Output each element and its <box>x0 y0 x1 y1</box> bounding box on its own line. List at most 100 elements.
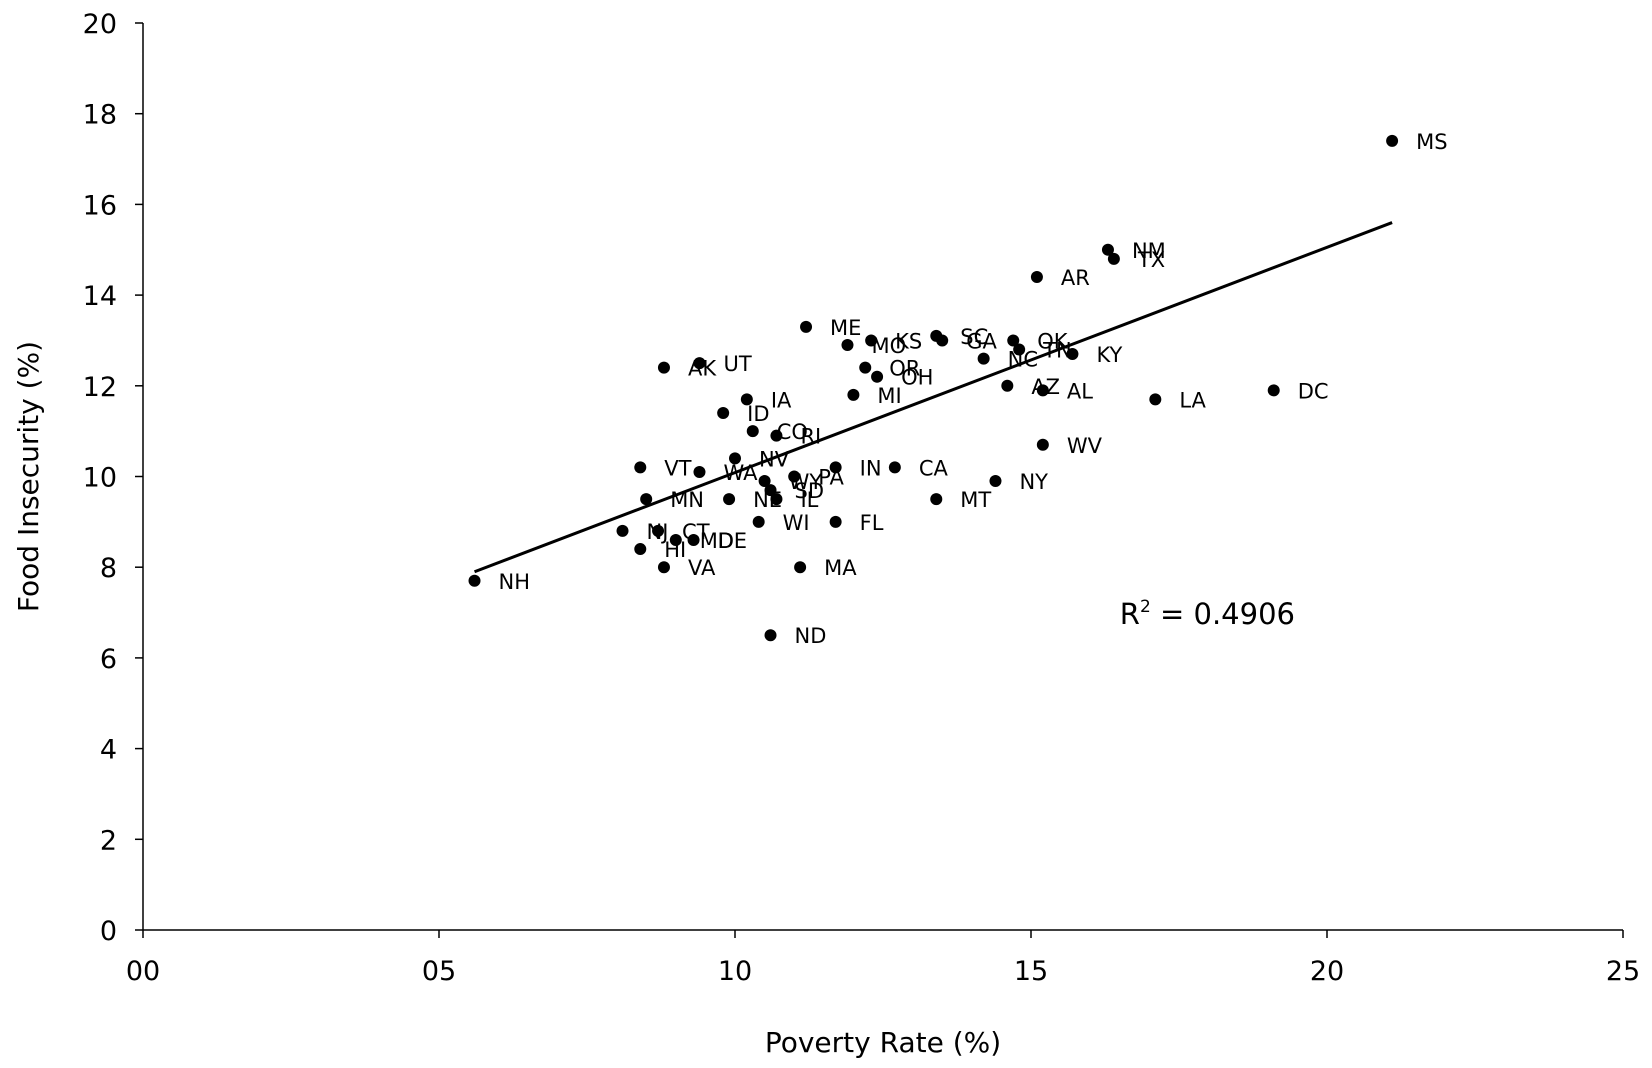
data-label-fl: FL <box>860 511 884 535</box>
data-label-al: AL <box>1067 379 1093 403</box>
x-tick-label: 15 <box>1014 956 1048 987</box>
x-tick-label: 25 <box>1606 956 1640 987</box>
y-tick-label: 14 <box>83 281 117 312</box>
x-axis-title: Poverty Rate (%) <box>765 1026 1001 1059</box>
data-point-va <box>657 561 670 574</box>
data-label-in: IN <box>860 456 882 480</box>
data-label-vt: VT <box>664 456 691 480</box>
data-label-nd: ND <box>795 624 827 648</box>
data-label-mt: MT <box>960 488 991 512</box>
data-point-in <box>829 461 842 474</box>
data-label-az: AZ <box>1031 375 1060 399</box>
r-squared-superscript: 2 <box>1140 597 1151 617</box>
data-point-ok <box>1007 334 1020 347</box>
data-point-al <box>1036 384 1049 397</box>
data-point-mi <box>847 388 860 401</box>
data-label-la: LA <box>1179 388 1206 412</box>
data-point-nm <box>1101 243 1114 256</box>
x-tick-label: 05 <box>422 956 456 987</box>
data-label-nc: NC <box>1008 348 1038 372</box>
data-label-il: IL <box>800 488 818 512</box>
y-axis-ticks: 0 2 4 6 8 10 12 14 16 18 20 <box>83 9 143 947</box>
data-point-wa <box>693 465 706 478</box>
data-label-mi: MI <box>877 384 901 408</box>
data-label-sd: SD <box>795 479 825 503</box>
data-label-wy: WY <box>789 470 823 494</box>
y-tick-label: 4 <box>100 735 117 766</box>
data-label-hi: HI <box>664 538 686 562</box>
data-point-az <box>1001 379 1014 392</box>
data-point-ak <box>657 361 670 374</box>
y-tick-label: 20 <box>83 9 117 40</box>
y-tick-label: 6 <box>100 644 117 675</box>
data-point-il <box>770 493 783 506</box>
data-point-ky <box>1066 348 1079 361</box>
data-label-me: ME <box>830 316 861 340</box>
x-tick-label: 00 <box>126 956 160 987</box>
data-point-ri <box>770 429 783 442</box>
data-label-ok: OK <box>1037 329 1069 353</box>
data-point-ne <box>723 493 736 506</box>
data-point-tx <box>1107 252 1120 265</box>
data-label-mn: MN <box>670 488 704 512</box>
data-point-ca <box>888 461 901 474</box>
data-label-ny: NY <box>1019 470 1048 494</box>
data-point-ny <box>989 475 1002 488</box>
data-label-tx: TX <box>1137 248 1165 272</box>
trend-line <box>473 221 1393 574</box>
data-point-nh <box>468 574 481 587</box>
y-tick-label: 12 <box>83 372 117 403</box>
r-squared-prefix: R <box>1120 597 1140 631</box>
data-label-ri: RI <box>800 425 821 449</box>
data-label-ms: MS <box>1416 130 1447 154</box>
data-label-wi: WI <box>783 511 810 535</box>
data-point-hi <box>634 543 647 556</box>
y-tick-label: 0 <box>100 916 117 947</box>
data-label-dc: DC <box>1298 379 1329 403</box>
data-label-nm: NM <box>1132 239 1166 263</box>
data-label-oh: OH <box>901 366 933 390</box>
data-point-pa <box>788 470 801 483</box>
data-point-wi <box>752 515 765 528</box>
data-label-or: OR <box>889 357 920 381</box>
data-point-me <box>800 320 813 333</box>
data-label-mo: MO <box>871 334 906 358</box>
y-tick-label: 10 <box>83 463 117 494</box>
data-point-co <box>746 425 759 438</box>
y-tick-label: 8 <box>100 553 117 584</box>
data-point-sd <box>764 484 777 497</box>
data-point-ga <box>936 334 949 347</box>
data-label-md: MD <box>700 529 734 553</box>
data-label-va: VA <box>688 556 716 580</box>
r-squared-value: = 0.4906 <box>1151 597 1295 631</box>
data-label-ut: UT <box>723 352 751 376</box>
data-label-pa: PA <box>818 466 844 490</box>
data-point-la <box>1149 393 1162 406</box>
data-label-wa: WA <box>723 461 758 485</box>
data-point-ms <box>1386 134 1399 147</box>
data-point-mn <box>640 493 653 506</box>
data-point-ks <box>865 334 878 347</box>
data-point-or <box>859 361 872 374</box>
data-label-wv: WV <box>1067 434 1103 458</box>
data-point-mo <box>841 338 854 351</box>
data-point-wv <box>1036 438 1049 451</box>
data-point-ut <box>693 357 706 370</box>
r-squared-annotation: R2 = 0.4906 <box>1120 597 1295 631</box>
data-label-ne: NE <box>753 488 782 512</box>
y-axis-title: Food Insecurity (%) <box>12 341 45 612</box>
data-points <box>468 134 1399 642</box>
data-point-ar <box>1030 270 1043 283</box>
data-label-ct: CT <box>682 520 710 544</box>
data-point-tn <box>1013 343 1026 356</box>
data-label-ar: AR <box>1061 266 1090 290</box>
data-point-oh <box>871 370 884 383</box>
data-label-ca: CA <box>919 456 949 480</box>
x-axis-ticks: 00 05 10 15 20 25 <box>126 930 1640 987</box>
data-point-nc <box>977 352 990 365</box>
data-point-wy <box>758 475 771 488</box>
data-label-nj: NJ <box>647 520 669 544</box>
data-label-tn: TN <box>1042 339 1072 363</box>
